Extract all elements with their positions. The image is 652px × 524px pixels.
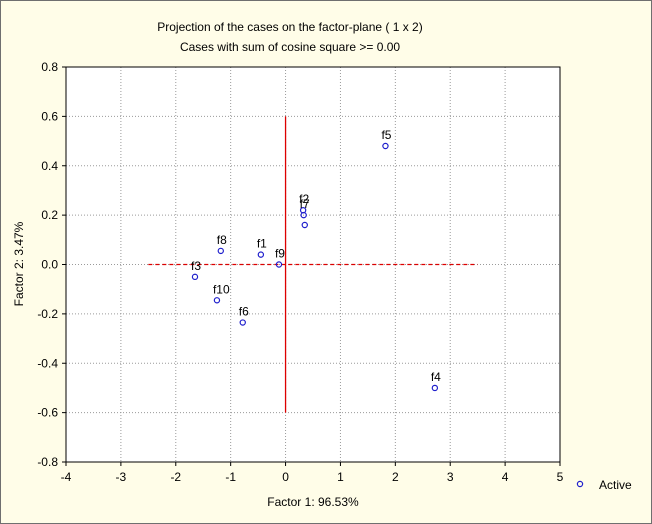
y-tick-label: -0.6 bbox=[37, 406, 58, 420]
y-tick-label: 0.8 bbox=[41, 60, 58, 74]
data-point-f4 bbox=[431, 384, 439, 392]
legend-label-active: Active bbox=[599, 478, 632, 492]
x-tick-label: 0 bbox=[282, 470, 289, 484]
data-point bbox=[301, 221, 308, 229]
x-tick-label: 1 bbox=[337, 470, 344, 484]
y-tick-label: -0.8 bbox=[37, 455, 58, 469]
data-point-f8 bbox=[217, 247, 224, 255]
y-tick-label: -0.2 bbox=[37, 307, 58, 321]
x-tick-label: -4 bbox=[61, 470, 72, 484]
point-label-f1: f1 bbox=[257, 237, 267, 251]
point-label-f9: f9 bbox=[275, 247, 285, 261]
y-axis-ticks: -0.8 -0.6 -0.4 -0.2 0.0 0.2 0.4 0.6 0.8 bbox=[37, 60, 66, 469]
y-tick-label: -0.4 bbox=[37, 356, 58, 370]
x-tick-label: 4 bbox=[502, 470, 509, 484]
x-tick-label: 3 bbox=[447, 470, 454, 484]
legend: Active bbox=[576, 478, 632, 492]
x-axis-ticks: -4 -3 -2 -1 0 1 2 3 4 5 bbox=[61, 462, 564, 484]
data-point-f3 bbox=[191, 273, 199, 281]
x-tick-label: 5 bbox=[557, 470, 564, 484]
point-label-f3: f3 bbox=[191, 259, 201, 273]
grid-lines bbox=[66, 67, 560, 462]
chart-subtitle: Cases with sum of cosine square >= 0.00 bbox=[180, 40, 400, 54]
point-label-f8: f8 bbox=[217, 233, 227, 247]
data-points: f1 f2 f3 f4 f5 f6 f7 f8 f9 f10 bbox=[191, 128, 441, 392]
x-tick-label: -3 bbox=[116, 470, 127, 484]
data-point-f9 bbox=[275, 261, 283, 268]
y-tick-label: 0.0 bbox=[41, 258, 58, 272]
y-tick-label: 0.4 bbox=[41, 159, 58, 173]
x-tick-label: -1 bbox=[225, 470, 236, 484]
point-label-f5: f5 bbox=[381, 128, 391, 142]
legend-marker-active bbox=[576, 480, 584, 488]
data-point-f10 bbox=[213, 297, 221, 304]
point-label-f10: f10 bbox=[213, 282, 230, 296]
x-tick-label: 2 bbox=[392, 470, 399, 484]
reference-lines bbox=[148, 116, 478, 413]
y-axis-label: Factor 2: 3.47% bbox=[12, 221, 26, 306]
data-point-f5 bbox=[382, 142, 389, 150]
y-tick-label: 0.6 bbox=[41, 109, 58, 123]
x-tick-label: -2 bbox=[170, 470, 181, 484]
chart-title: Projection of the cases on the factor-pl… bbox=[157, 20, 422, 34]
data-point-f6 bbox=[239, 319, 246, 326]
data-point-f7 bbox=[300, 211, 307, 219]
point-label-f6: f6 bbox=[239, 305, 249, 319]
y-tick-label: 0.2 bbox=[41, 208, 58, 222]
point-label-f2: f2 bbox=[299, 192, 309, 206]
point-label-f4: f4 bbox=[431, 370, 441, 384]
point-label-f7: f7 bbox=[300, 197, 310, 211]
x-axis-label: Factor 1: 96.53% bbox=[267, 495, 359, 509]
data-point-f1 bbox=[257, 251, 265, 258]
